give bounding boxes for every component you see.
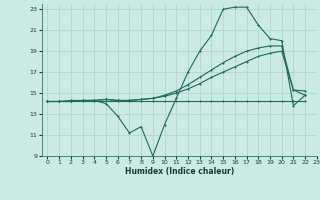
X-axis label: Humidex (Indice chaleur): Humidex (Indice chaleur) bbox=[124, 167, 234, 176]
